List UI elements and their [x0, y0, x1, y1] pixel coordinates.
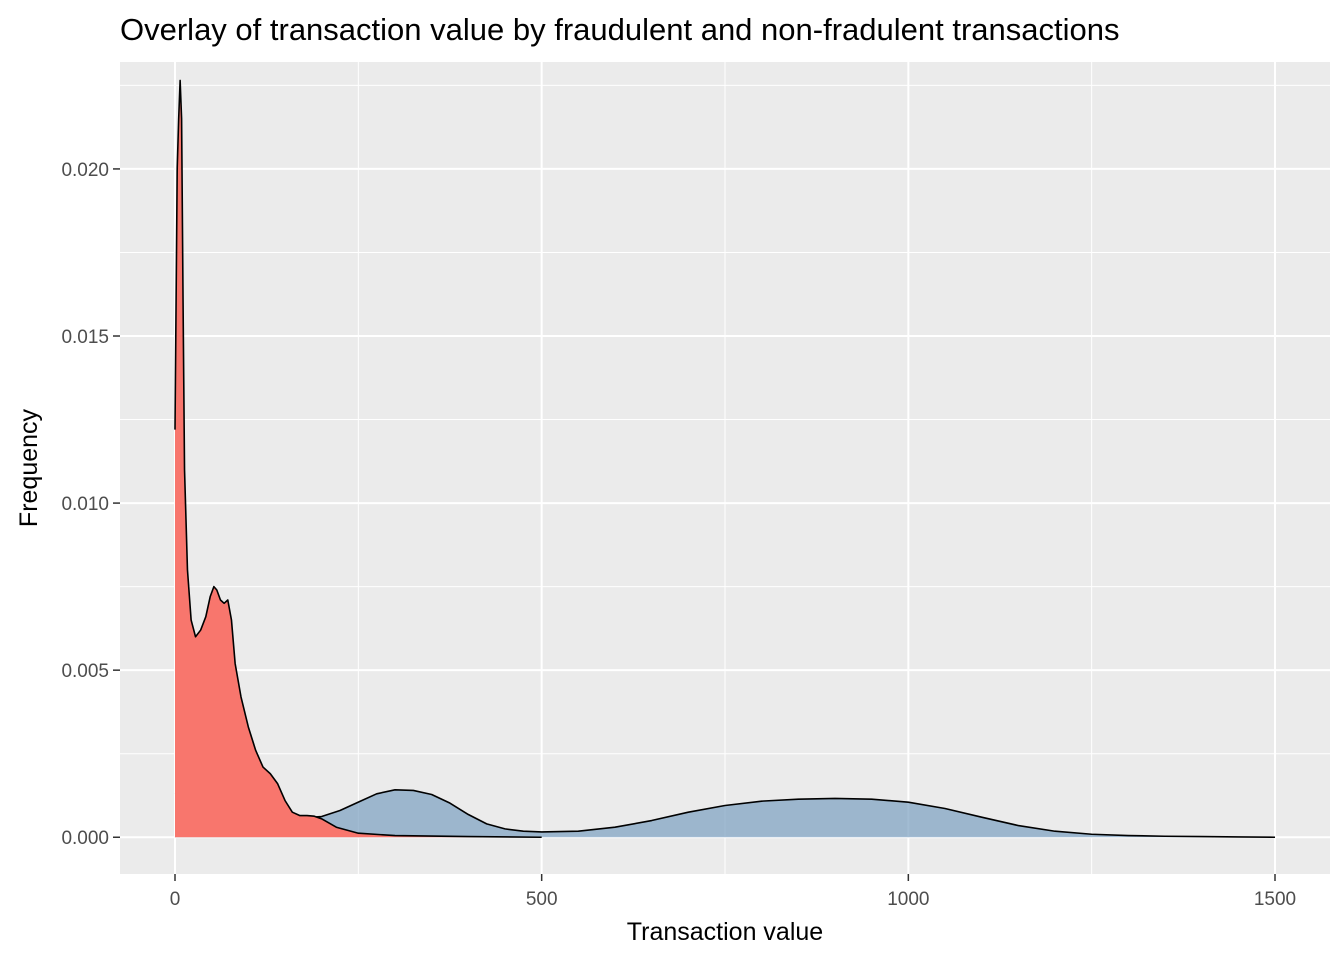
- y-tick-label: 0.000: [61, 828, 109, 849]
- density-area-1: [175, 789, 1275, 838]
- y-tick-label: 0.020: [61, 160, 109, 181]
- major-gridlines: [120, 62, 1330, 874]
- x-axis-title: Transaction value: [627, 918, 823, 946]
- minor-gridlines: [120, 62, 1330, 874]
- y-tick-label: 0.010: [61, 494, 109, 515]
- y-axis-title: Frequency: [15, 408, 43, 527]
- x-tick-label: 1000: [887, 889, 929, 910]
- x-tick-label: 0: [170, 889, 181, 910]
- chart-title: Overlay of transaction value by fraudule…: [120, 12, 1119, 47]
- density-areas: [174, 79, 1276, 839]
- y-tick-label: 0.005: [61, 661, 109, 682]
- x-tick-label: 500: [526, 889, 558, 910]
- x-axis-ticks: 0 500 1000 1500: [170, 874, 1296, 910]
- y-axis-ticks: 0.000 0.005 0.010 0.015 0.020: [61, 160, 120, 849]
- density-area-2: [175, 80, 542, 838]
- y-tick-label: 0.015: [61, 327, 109, 348]
- x-tick-label: 1500: [1254, 889, 1296, 910]
- density-outline-2: [174, 79, 542, 839]
